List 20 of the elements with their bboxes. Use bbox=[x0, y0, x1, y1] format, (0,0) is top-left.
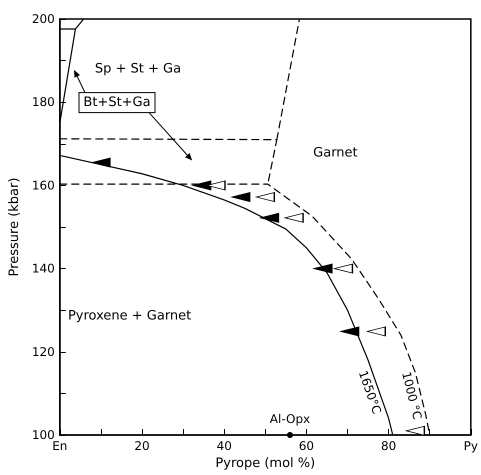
annotation: Al-Opx bbox=[270, 412, 310, 426]
x-tick-label: Py bbox=[464, 439, 478, 453]
x-tick-label: En bbox=[52, 439, 68, 453]
x-tick-label: 60 bbox=[298, 439, 314, 453]
x-tick-label: 80 bbox=[380, 439, 396, 453]
annotation: Bt+St+Ga bbox=[83, 95, 151, 110]
x-tick-label: 40 bbox=[216, 439, 232, 453]
y-tick-label: 160 bbox=[32, 178, 55, 192]
annotation: Garnet bbox=[313, 145, 358, 160]
y-tick-label: 200 bbox=[32, 12, 55, 26]
x-tick-label: 20 bbox=[134, 439, 150, 453]
y-tick-label: 100 bbox=[32, 428, 55, 442]
y-tick-label: 140 bbox=[32, 262, 55, 276]
x-axis-title: Pyrope (mol %) bbox=[215, 456, 316, 471]
annotation: Pyroxene + Garnet bbox=[68, 308, 192, 324]
y-axis-title: Pressure (kbar) bbox=[7, 178, 22, 276]
text: 1000 °C bbox=[399, 370, 424, 421]
annotation: Sp + St + Ga bbox=[94, 62, 182, 77]
y-tick-label: 180 bbox=[32, 95, 55, 110]
y-tick-label: 120 bbox=[32, 344, 55, 359]
